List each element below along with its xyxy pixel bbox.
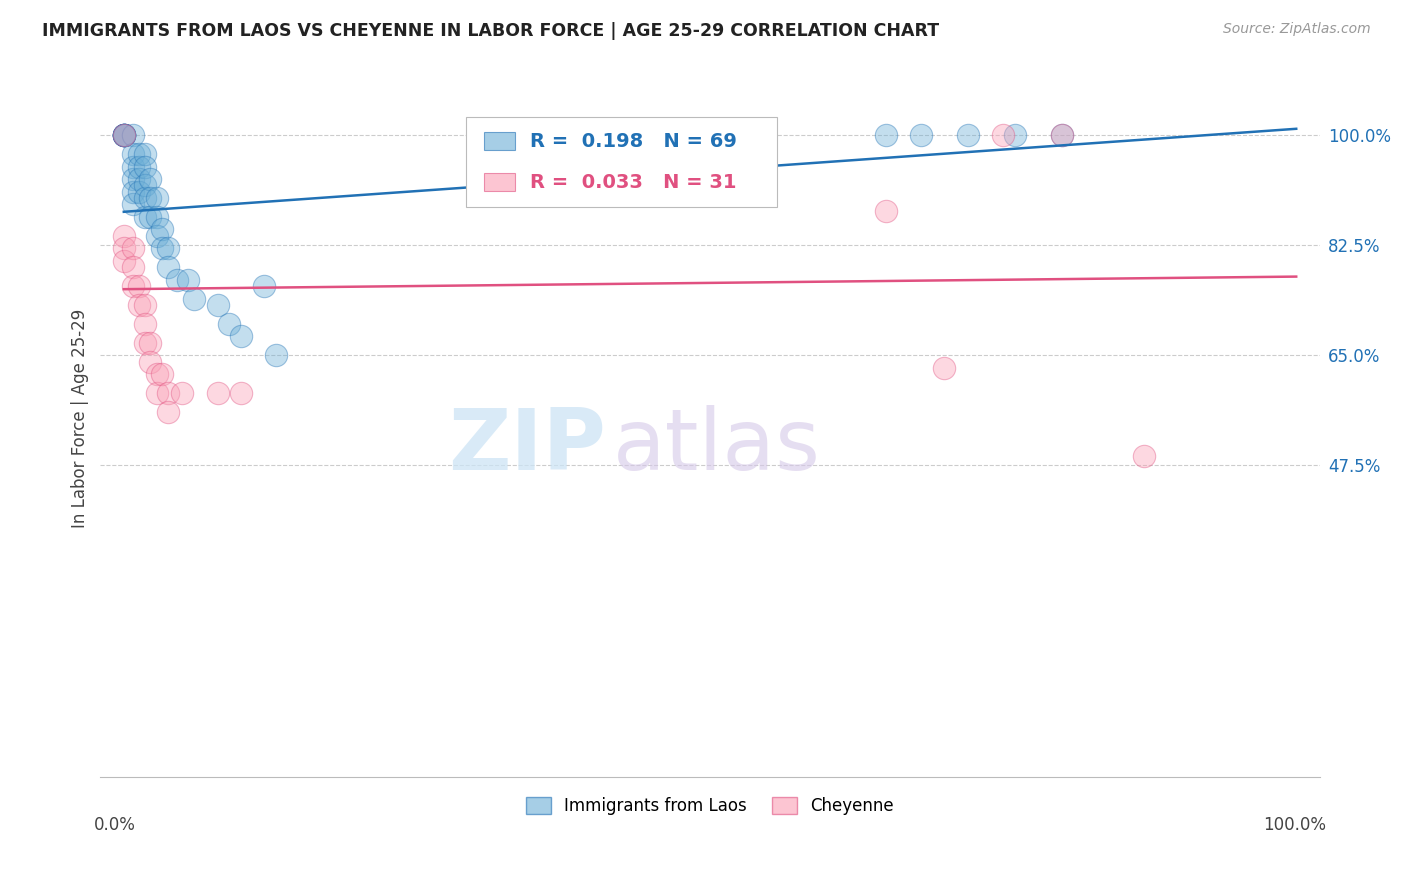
Point — [138, 335, 160, 350]
Point — [177, 273, 200, 287]
Point — [166, 273, 188, 287]
Point — [122, 260, 145, 275]
Point — [112, 228, 135, 243]
Point — [134, 298, 156, 312]
Point — [112, 128, 135, 142]
Point — [138, 354, 160, 368]
Point — [145, 367, 167, 381]
Point — [112, 128, 135, 142]
Point — [172, 386, 194, 401]
Text: 100.0%: 100.0% — [1263, 816, 1326, 834]
Bar — [485, 132, 515, 150]
Point — [138, 191, 160, 205]
Point — [112, 128, 135, 142]
Point — [1133, 449, 1156, 463]
Point — [523, 128, 546, 142]
Point — [229, 329, 252, 343]
Point — [122, 172, 145, 186]
Point — [134, 147, 156, 161]
Bar — [485, 173, 515, 192]
Y-axis label: In Labor Force | Age 25-29: In Labor Force | Age 25-29 — [72, 309, 89, 528]
Point — [122, 185, 145, 199]
Text: atlas: atlas — [613, 405, 821, 488]
Point — [112, 253, 135, 268]
Legend: Immigrants from Laos, Cheyenne: Immigrants from Laos, Cheyenne — [519, 790, 901, 822]
Point — [134, 178, 156, 193]
Text: R =  0.198   N = 69: R = 0.198 N = 69 — [530, 132, 737, 151]
Point — [112, 128, 135, 142]
Point — [138, 172, 160, 186]
Point — [145, 386, 167, 401]
Point — [875, 203, 897, 218]
Point — [157, 241, 180, 255]
Point — [157, 386, 180, 401]
Text: Source: ZipAtlas.com: Source: ZipAtlas.com — [1223, 22, 1371, 37]
Point — [128, 298, 150, 312]
Point — [229, 386, 252, 401]
Point — [152, 241, 174, 255]
Point — [207, 386, 229, 401]
Point — [956, 128, 979, 142]
Point — [138, 210, 160, 224]
Point — [1050, 128, 1073, 142]
Point — [145, 228, 167, 243]
Point — [128, 160, 150, 174]
Point — [152, 222, 174, 236]
Point — [875, 128, 897, 142]
Point — [991, 128, 1014, 142]
Text: IMMIGRANTS FROM LAOS VS CHEYENNE IN LABOR FORCE | AGE 25-29 CORRELATION CHART: IMMIGRANTS FROM LAOS VS CHEYENNE IN LABO… — [42, 22, 939, 40]
Point — [112, 128, 135, 142]
Point — [134, 317, 156, 331]
Point — [145, 210, 167, 224]
Text: R =  0.033   N = 31: R = 0.033 N = 31 — [530, 173, 737, 192]
Point — [152, 367, 174, 381]
Point — [934, 360, 956, 375]
Text: 0.0%: 0.0% — [94, 816, 136, 834]
Point — [253, 279, 276, 293]
Point — [218, 317, 240, 331]
Point — [157, 405, 180, 419]
Point — [122, 241, 145, 255]
Point — [128, 185, 150, 199]
Point — [1050, 128, 1073, 142]
Point — [134, 210, 156, 224]
Point — [112, 241, 135, 255]
Point — [134, 191, 156, 205]
Point — [145, 191, 167, 205]
Point — [112, 128, 135, 142]
Point — [112, 128, 135, 142]
Point — [112, 128, 135, 142]
Point — [128, 279, 150, 293]
Point — [157, 260, 180, 275]
Point — [910, 128, 932, 142]
Point — [122, 279, 145, 293]
Point — [128, 172, 150, 186]
Point — [1004, 128, 1026, 142]
FancyBboxPatch shape — [467, 117, 778, 207]
Point — [128, 147, 150, 161]
Point — [122, 160, 145, 174]
Point — [122, 128, 145, 142]
Point — [207, 298, 229, 312]
Point — [183, 292, 205, 306]
Point — [122, 147, 145, 161]
Point — [134, 335, 156, 350]
Point — [122, 197, 145, 211]
Text: ZIP: ZIP — [449, 405, 606, 488]
Point — [112, 128, 135, 142]
Point — [264, 348, 287, 362]
Point — [134, 160, 156, 174]
